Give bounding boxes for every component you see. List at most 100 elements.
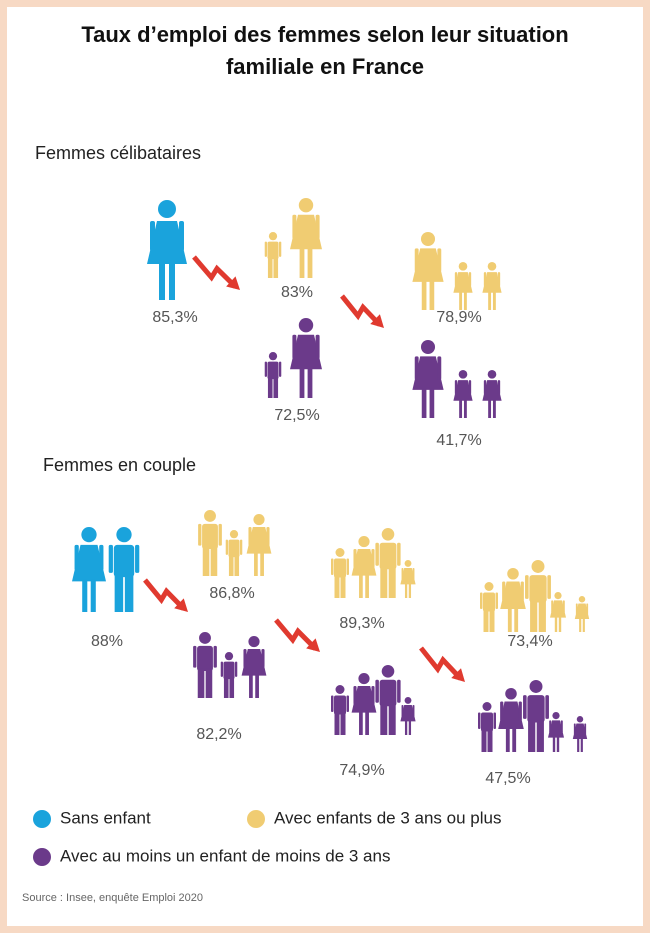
- arm: [315, 334, 320, 359]
- leg: [359, 711, 363, 735]
- rate-label: 89,3%: [339, 615, 384, 632]
- arm: [346, 695, 349, 712]
- arm: [401, 704, 404, 717]
- arm: [547, 575, 551, 599]
- dress: [412, 248, 444, 282]
- dress: [548, 720, 564, 738]
- arrow-head: [174, 598, 188, 612]
- head: [552, 712, 560, 720]
- arm: [397, 679, 401, 703]
- rate-label: 88%: [91, 633, 123, 650]
- arm: [412, 567, 415, 580]
- leg: [530, 600, 538, 632]
- arm: [234, 661, 238, 677]
- family-icon: [198, 510, 272, 576]
- arm: [493, 712, 496, 729]
- head: [381, 665, 395, 678]
- leg: [492, 399, 496, 418]
- family-icon: [264, 198, 322, 278]
- family-icon: [264, 318, 322, 398]
- head: [116, 527, 132, 543]
- leg: [579, 618, 582, 632]
- leg: [408, 720, 412, 735]
- rate-label: 85,3%: [152, 309, 197, 326]
- arm: [353, 549, 357, 568]
- arm: [586, 603, 589, 615]
- dress: [147, 221, 187, 264]
- head: [578, 596, 586, 603]
- torso: [113, 544, 135, 578]
- arrow-head: [370, 314, 384, 328]
- arm: [264, 241, 268, 257]
- leg: [124, 574, 134, 612]
- rate-label: 82,2%: [196, 726, 241, 743]
- leg: [234, 555, 240, 576]
- arm: [562, 600, 565, 613]
- leg: [463, 291, 467, 310]
- family-icon: [412, 232, 502, 310]
- dress: [351, 549, 377, 576]
- head: [420, 232, 436, 247]
- dress: [453, 272, 473, 293]
- leg: [202, 546, 210, 576]
- arm: [331, 695, 334, 712]
- leg: [558, 616, 562, 632]
- head: [404, 560, 412, 567]
- arm: [483, 380, 487, 395]
- torso: [529, 575, 547, 603]
- arm: [315, 214, 320, 239]
- arm: [523, 695, 527, 719]
- arrow-head: [226, 276, 240, 290]
- leg: [228, 555, 234, 576]
- leg: [483, 610, 489, 632]
- arm: [551, 600, 554, 613]
- head: [298, 198, 314, 213]
- arm: [213, 645, 217, 668]
- family-icon: [147, 200, 187, 300]
- leg: [492, 291, 496, 310]
- torso: [483, 592, 495, 612]
- leg: [421, 388, 427, 418]
- arm: [401, 567, 404, 580]
- rate-label: 72,5%: [274, 407, 319, 424]
- leg: [197, 668, 205, 698]
- arm: [468, 380, 472, 395]
- head: [505, 688, 517, 700]
- legend-label: Sans enfant: [60, 808, 151, 827]
- legend-label: Avec enfants de 3 ans ou plus: [274, 808, 501, 827]
- dress: [482, 380, 502, 401]
- torso: [197, 645, 213, 671]
- dress: [290, 334, 322, 370]
- head: [420, 340, 436, 355]
- arm: [480, 592, 483, 609]
- arm: [478, 712, 481, 729]
- torso: [527, 695, 545, 723]
- leg: [205, 668, 213, 698]
- leg: [307, 367, 313, 398]
- leg: [421, 280, 427, 310]
- family-icon: [412, 340, 502, 418]
- arm: [278, 241, 282, 257]
- arrow-head: [451, 668, 465, 682]
- leg: [273, 377, 279, 398]
- arm: [261, 649, 265, 668]
- leg: [514, 607, 519, 632]
- dress: [482, 272, 502, 293]
- arrow-head: [306, 638, 320, 652]
- arm: [483, 272, 487, 287]
- head: [404, 697, 412, 704]
- leg: [488, 291, 492, 310]
- leg: [267, 257, 273, 278]
- torso: [481, 712, 493, 732]
- head: [358, 536, 370, 548]
- rate-label: 41,7%: [436, 432, 481, 449]
- leg: [273, 257, 279, 278]
- leg: [380, 567, 388, 598]
- arm: [99, 544, 104, 571]
- head: [298, 318, 314, 333]
- arm: [248, 527, 252, 546]
- legend-label: Avec au moins un enfant de moins de 3 an…: [60, 846, 390, 865]
- arm: [468, 272, 472, 287]
- leg: [299, 367, 305, 398]
- rate-label: 73,4%: [507, 633, 552, 650]
